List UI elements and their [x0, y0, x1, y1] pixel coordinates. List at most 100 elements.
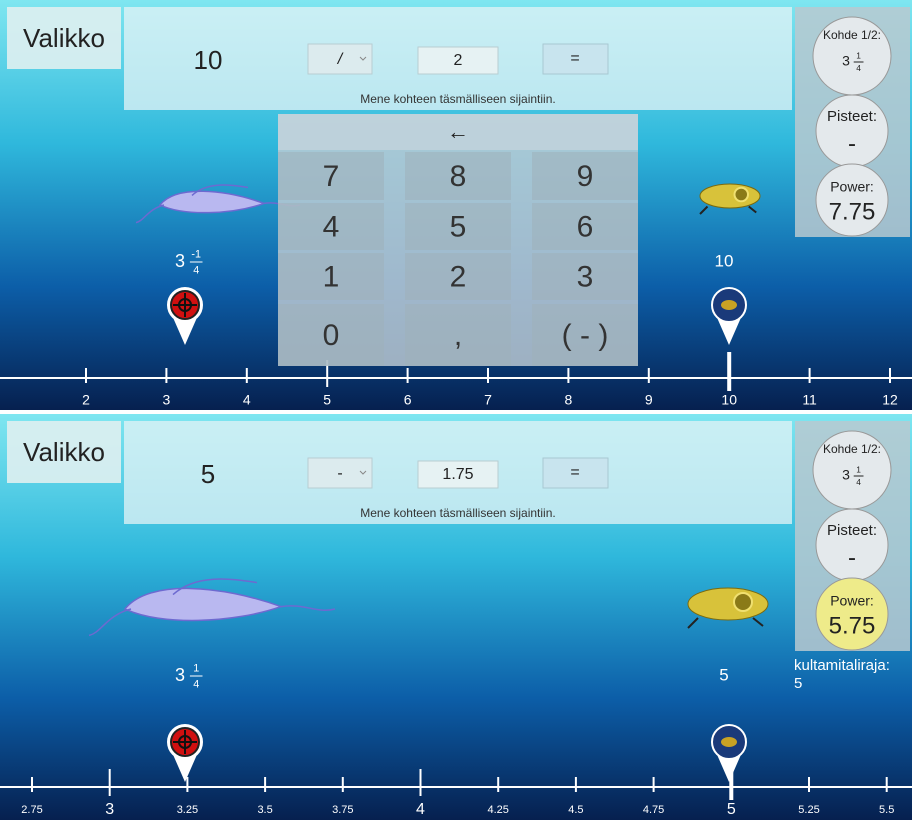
score-value: - [848, 130, 856, 157]
key-label: 8 [450, 160, 467, 193]
tick-label: 4 [243, 392, 251, 408]
tick-label: 5.25 [798, 804, 819, 816]
score-value: - [848, 544, 856, 571]
submarine-window [733, 592, 753, 612]
fraction-numerator: 1 [193, 662, 199, 674]
right-operand: 2 [454, 52, 463, 69]
tick-label: 3.25 [177, 804, 198, 816]
key-label: 4 [323, 210, 340, 243]
key[interactable] [405, 304, 511, 366]
tick-label: 10 [721, 392, 737, 408]
creature-tentacles [88, 578, 336, 637]
fraction-denominator: 4 [193, 678, 199, 690]
submarine [687, 587, 769, 621]
menu-button[interactable] [7, 421, 121, 483]
submarine-legs [687, 617, 764, 629]
key-label: ( - ) [562, 319, 609, 352]
backspace-key[interactable] [278, 114, 638, 150]
key[interactable] [532, 304, 638, 366]
game-view: Valikko 10 / 2 = Mene kohteen täsmälliseen si… [0, 0, 912, 410]
fraction-whole: 3 [842, 53, 850, 69]
tick-label: 2.75 [21, 804, 42, 816]
key[interactable] [532, 152, 638, 200]
target-ring [178, 298, 192, 312]
tick-label: 3.75 [332, 804, 353, 816]
submarine [699, 183, 761, 209]
key-label: 1 [323, 260, 340, 293]
game-view: Valikko 5 - 1.75 = Mene kohteen täsmälliseen … [0, 414, 912, 820]
fraction-whole: 3 [175, 251, 185, 271]
tick-label: 3.5 [257, 804, 272, 816]
key-label: 3 [577, 260, 594, 293]
power-value: 5.75 [829, 612, 876, 639]
score-label: Pisteet: [827, 108, 877, 125]
instruction: Mene kohteen täsmälliseen sijaintiin. [360, 506, 555, 520]
fraction-whole: 3 [842, 467, 850, 483]
power-value: 7.75 [829, 198, 876, 225]
score-label: Pisteet: [827, 522, 877, 539]
dropdown-arrow [359, 56, 367, 61]
tick-label: 12 [882, 392, 898, 408]
fraction-denominator: 4 [856, 477, 861, 487]
submarine-window [733, 186, 749, 203]
tick-label: 4.75 [643, 804, 664, 816]
equals-button[interactable] [542, 43, 609, 75]
target-cross [173, 730, 197, 754]
key[interactable] [405, 203, 511, 250]
power-label: Power: [830, 593, 874, 609]
right-operand-box [417, 46, 499, 75]
menu-button[interactable] [7, 7, 121, 69]
creature [123, 587, 284, 622]
menu-label: Valikko [23, 23, 105, 53]
tick-label: 4.5 [568, 804, 583, 816]
key[interactable] [405, 152, 511, 200]
key[interactable] [405, 253, 511, 300]
fraction-denominator: 4 [193, 264, 199, 276]
submarine-label: 10 [715, 251, 734, 270]
tick-label: 3 [163, 392, 171, 408]
sub-icon [721, 737, 737, 747]
target-ring [178, 735, 192, 749]
key-label: , [454, 319, 462, 352]
threshold: kultamitaliraja: 5 [794, 657, 890, 692]
key[interactable] [278, 152, 384, 200]
operator: - [337, 465, 342, 482]
tick-label: 7 [484, 392, 492, 408]
key-label: 6 [577, 210, 594, 243]
tick-label: 5 [323, 392, 331, 408]
tick-label: 6 [404, 392, 412, 408]
key[interactable] [278, 203, 384, 250]
fraction-numerator: 1 [856, 50, 861, 60]
expression-left: 10 [194, 45, 223, 75]
fraction-whole: 3 [175, 665, 185, 685]
power-circle [815, 577, 889, 651]
key[interactable] [278, 253, 384, 300]
key-label: 2 [450, 260, 467, 293]
tick-label: 11 [802, 392, 817, 408]
key[interactable] [532, 253, 638, 300]
equals-button[interactable] [542, 457, 609, 489]
operator: / [337, 51, 344, 68]
target-label: Kohde 1/2: [823, 28, 881, 42]
tick-label: 4.25 [487, 804, 508, 816]
target-label: Kohde 1/2: [823, 442, 881, 456]
tick-label: 9 [645, 392, 653, 408]
tick-label: 3 [105, 801, 114, 818]
tick-label: 5 [727, 801, 736, 818]
equals-label: = [570, 50, 579, 67]
fraction-numerator: -1 [191, 248, 201, 260]
submarine-label: 5 [719, 665, 728, 684]
right-operand: 1.75 [442, 466, 473, 483]
fraction-denominator: 4 [856, 63, 861, 73]
fraction-numerator: 1 [856, 464, 861, 474]
key[interactable] [532, 203, 638, 250]
power-label: Power: [830, 179, 874, 195]
key-label: 7 [323, 160, 340, 193]
instruction: Mene kohteen täsmälliseen sijaintiin. [360, 92, 555, 106]
key-label: 5 [450, 210, 467, 243]
key[interactable] [278, 304, 384, 366]
key-label: 9 [577, 160, 594, 193]
tick-label: 8 [565, 392, 573, 408]
dropdown-arrow [359, 470, 367, 475]
